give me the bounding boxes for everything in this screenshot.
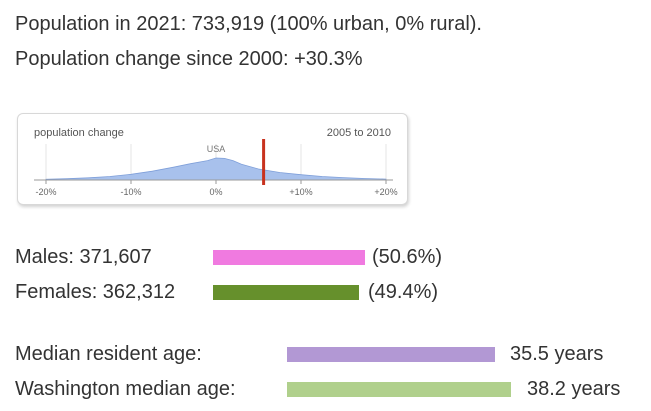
x-tick-label: +20%	[374, 187, 397, 197]
females-label: Females: 362,312	[15, 281, 176, 303]
males-percent: (50.6%)	[372, 246, 443, 268]
males-label: Males: 371,607	[15, 246, 152, 268]
state-median-age-value: 38.2 years	[527, 378, 621, 400]
population-change-chart: population change 2005 to 2010 -20% -10% 0…	[17, 113, 408, 205]
median-age-label: Median resident age:	[15, 343, 202, 365]
median-age-bar	[287, 347, 495, 362]
x-tick-label: -10%	[120, 187, 141, 197]
x-tick-label: 0%	[209, 187, 222, 197]
x-tick-label: -20%	[35, 187, 56, 197]
population-change-chart-svg: population change 2005 to 2010 -20% -10% 0…	[34, 127, 398, 197]
chart-title: population change	[34, 127, 124, 139]
state-median-age-bar	[287, 382, 511, 397]
x-axis-ticks: -20% -10% 0% +10% +20%	[35, 180, 398, 197]
x-tick-label: +10%	[289, 187, 312, 197]
median-age-value: 35.5 years	[510, 343, 604, 365]
usa-annotation: USA	[207, 144, 226, 154]
chart-period: 2005 to 2010	[327, 127, 391, 139]
population-change-line: Population change since 2000: +30.3%	[15, 48, 363, 70]
males-bar	[213, 250, 365, 265]
distribution-area	[45, 157, 387, 181]
females-percent: (49.4%)	[368, 281, 439, 303]
state-median-age-label: Washington median age:	[15, 378, 236, 400]
population-line: Population in 2021: 733,919 (100% urban,…	[15, 13, 482, 35]
city-change-marker	[262, 139, 266, 185]
females-bar	[213, 285, 359, 300]
